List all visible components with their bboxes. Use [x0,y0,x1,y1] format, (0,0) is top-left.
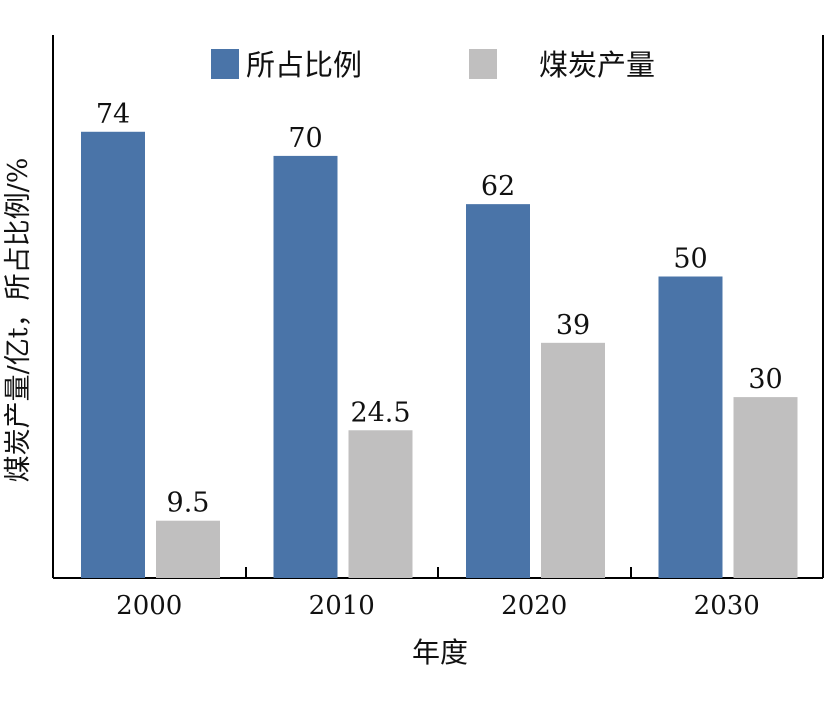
legend-label: 所占比例 [246,48,362,82]
bars [81,131,798,578]
data-label: 24.5 [350,397,410,428]
data-label: 9.5 [167,488,210,519]
bar-proportion [81,131,145,578]
bar-coal-output [348,430,413,578]
bar-proportion [658,276,723,578]
bar-coal-output [733,397,798,578]
x-ticks [245,567,632,578]
x-tick-label: 2020 [501,591,567,621]
data-label: 30 [748,364,782,395]
data-label: 74 [96,99,130,130]
y-axis-label: 煤炭产量/亿t，所占比例/% [3,158,34,483]
data-label: 70 [288,123,322,154]
data-labels: 74 9.5 70 24.5 62 39 50 30 [96,99,783,519]
x-tick-labels: 2000 2010 2020 2030 [116,591,760,621]
legend-swatch [469,49,497,79]
x-tick-label: 2000 [116,591,182,621]
bar-proportion [273,155,338,578]
x-tick-label: 2030 [694,591,760,621]
data-label: 62 [481,171,515,202]
data-label: 50 [673,244,707,275]
legend: 所占比例 煤炭产量 [211,48,655,82]
legend-label: 煤炭产量 [539,48,655,82]
bar-proportion [466,204,530,578]
legend-swatch [211,49,239,79]
x-tick-label: 2010 [309,591,375,621]
x-axis-label: 年度 [412,636,468,669]
bar-coal-output [541,342,605,578]
data-label: 39 [556,310,590,341]
bar-coal-output [156,520,220,578]
